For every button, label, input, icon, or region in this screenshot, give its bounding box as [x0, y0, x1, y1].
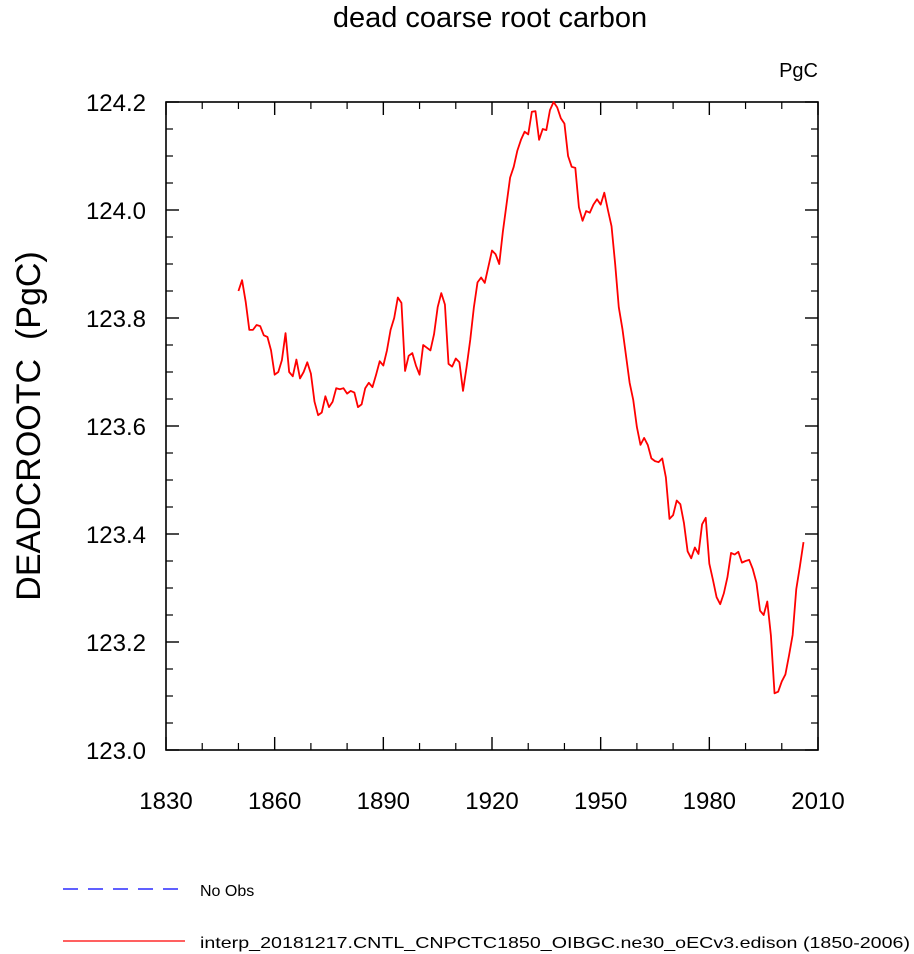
y-axis-label: DEADCROOTC (PgC) — [10, 251, 48, 600]
units-label: PgC — [779, 60, 818, 82]
chart-title: dead coarse root carbon — [333, 2, 647, 34]
x-tick-label: 1860 — [248, 788, 301, 815]
y-tick-label: 124.0 — [86, 198, 146, 225]
y-tick-label: 123.2 — [86, 630, 146, 657]
plot-frame — [165, 101, 819, 751]
legend-label-model: interp_20181217.CNTL_CNPCTC1850_OIBGC.ne… — [200, 935, 910, 952]
series-line-model — [237, 101, 805, 695]
tick-labels: 1830 1860 1890 1920 1950 1980 2010 123.0 123.2 12… — [86, 90, 845, 815]
y-tick-label: 123.6 — [86, 414, 146, 441]
x-tick-label: 1920 — [465, 788, 518, 815]
x-tick-label: 1950 — [574, 788, 627, 815]
series-group — [237, 101, 805, 695]
x-tick-label: 1830 — [139, 788, 192, 815]
y-tick-label: 123.4 — [86, 522, 146, 549]
legend: No Obs interp_20181217.CNTL_CNPCTC1850_O… — [63, 883, 910, 952]
y-tick-label: 124.2 — [86, 90, 146, 117]
y-tick-label: 123.0 — [86, 738, 146, 765]
x-tick-label: 1980 — [683, 788, 736, 815]
axis-ticks — [165, 101, 819, 751]
legend-label-no-obs: No Obs — [200, 883, 254, 900]
x-tick-label: 2010 — [791, 788, 844, 815]
x-tick-label: 1890 — [357, 788, 410, 815]
y-tick-label: 123.8 — [86, 306, 146, 333]
